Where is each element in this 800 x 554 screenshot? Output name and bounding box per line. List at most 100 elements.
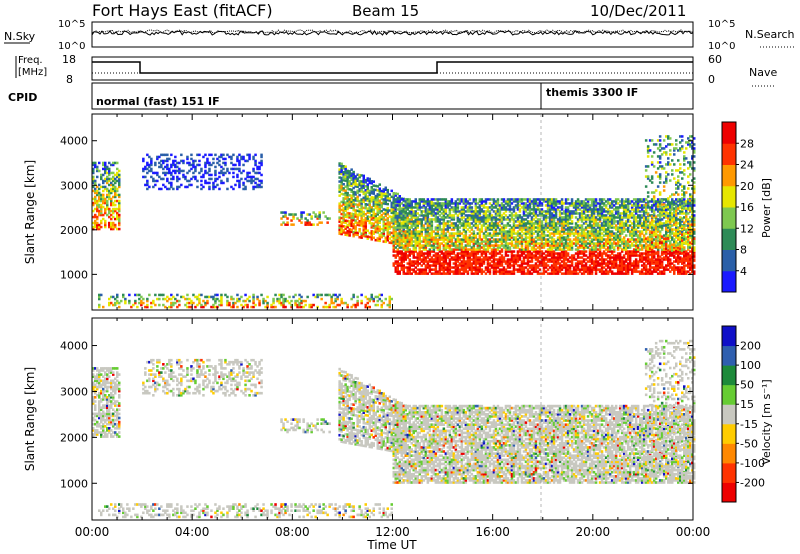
power-cell	[532, 240, 536, 243]
power-cell	[102, 163, 105, 167]
power-cell	[482, 258, 486, 261]
power-cell	[432, 262, 436, 265]
power-cell	[230, 185, 233, 189]
power-cell	[372, 188, 375, 191]
power-cell	[492, 224, 496, 227]
power-cell	[102, 185, 105, 189]
power-cell	[434, 226, 438, 229]
power-cell	[574, 268, 578, 271]
power-cell	[586, 214, 590, 217]
power-cell	[430, 230, 434, 233]
power-cell	[364, 185, 367, 188]
power-cell	[376, 227, 379, 230]
power-cell	[500, 248, 504, 251]
power-cell	[350, 222, 353, 226]
power-cell	[612, 240, 616, 243]
power-cell	[550, 218, 554, 221]
power-cell	[490, 252, 494, 255]
power-cell	[600, 270, 604, 273]
power-cell	[318, 221, 321, 224]
power-cell	[574, 236, 578, 239]
power-cell	[356, 173, 359, 176]
power-cell	[454, 260, 458, 263]
power-cell	[266, 301, 269, 305]
power-cell	[348, 174, 351, 177]
power-cell	[590, 266, 594, 269]
power-cell	[344, 171, 347, 174]
power-cell	[484, 220, 488, 223]
power-cell	[382, 222, 385, 225]
power-cell	[508, 228, 512, 231]
power-cell	[484, 254, 488, 257]
power-cell	[378, 201, 381, 204]
power-cell	[452, 242, 456, 245]
power-cell	[568, 230, 572, 233]
power-cell	[398, 195, 401, 198]
power-cell	[362, 180, 365, 184]
power-cell	[466, 238, 470, 241]
power-cell	[416, 258, 419, 261]
power-cell	[362, 226, 365, 230]
power-cell	[502, 272, 506, 275]
power-cell	[416, 236, 419, 239]
power-cell	[192, 293, 195, 297]
power-cell	[412, 256, 415, 259]
power-cell	[290, 303, 293, 307]
power-cell	[594, 258, 598, 261]
power-cell	[546, 268, 550, 271]
power-cell	[468, 248, 472, 251]
power-cell	[552, 198, 556, 201]
power-cell	[416, 238, 419, 241]
power-cell	[462, 202, 466, 205]
power-cell	[368, 221, 371, 225]
power-cell	[506, 234, 510, 237]
power-cell	[592, 254, 596, 257]
freq-left-tick-top: 18	[62, 53, 76, 66]
power-cell	[418, 220, 421, 223]
power-cell	[248, 153, 251, 157]
power-cell	[384, 224, 387, 228]
power-cell	[454, 208, 458, 211]
power-cell	[374, 230, 377, 234]
power-cell	[574, 252, 578, 255]
power-cell	[490, 254, 494, 257]
power-cell	[454, 272, 458, 275]
power-cell	[356, 179, 359, 182]
power-cell	[414, 262, 417, 265]
power-cell	[384, 240, 387, 244]
power-cell	[298, 293, 301, 297]
power-cell	[176, 185, 179, 189]
power-cell	[572, 268, 576, 271]
power-cell	[566, 252, 570, 255]
power-cell	[166, 177, 169, 181]
power-cell	[522, 224, 526, 227]
power-cell	[412, 206, 415, 209]
power-cell	[224, 157, 227, 161]
power-cell	[556, 252, 560, 255]
power-cell	[500, 214, 504, 217]
power-cell	[562, 244, 566, 247]
power-cell	[390, 209, 393, 213]
power-cell	[112, 175, 115, 179]
power-cell	[94, 163, 97, 167]
power-cell	[512, 250, 516, 253]
power-cell	[412, 250, 415, 253]
power-cell	[556, 236, 560, 239]
power-cell	[568, 228, 572, 231]
power-cell	[108, 189, 111, 193]
power-cell	[370, 208, 373, 211]
power-cell	[548, 228, 552, 231]
power-cell	[438, 226, 442, 229]
power-cell	[354, 177, 357, 180]
power-cell	[440, 238, 444, 241]
power-cell	[418, 252, 421, 255]
power-cell	[430, 210, 434, 213]
power-cell	[488, 202, 492, 205]
power-cell	[344, 213, 347, 216]
power-cell	[552, 216, 556, 219]
power-cell	[562, 220, 566, 223]
power-cell	[386, 194, 389, 198]
power-cell	[590, 238, 594, 241]
power-cell	[110, 199, 113, 203]
power-cell	[438, 220, 442, 223]
